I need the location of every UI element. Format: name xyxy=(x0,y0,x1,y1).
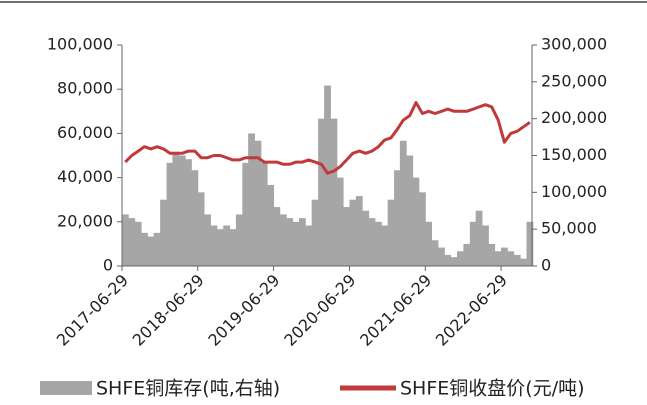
bar xyxy=(425,221,433,266)
bar xyxy=(500,247,508,266)
bar xyxy=(153,232,161,266)
bar xyxy=(444,254,452,266)
bar xyxy=(494,251,502,266)
bar xyxy=(438,247,445,266)
y-tick-label: 80,000 xyxy=(57,79,113,98)
bar xyxy=(242,162,250,266)
bar xyxy=(381,225,389,266)
bar xyxy=(475,210,483,266)
bar xyxy=(279,214,287,266)
bar xyxy=(318,118,325,267)
bar xyxy=(172,151,180,266)
bar xyxy=(254,140,262,266)
bar xyxy=(368,218,376,266)
bar xyxy=(526,221,534,266)
y-tick-label: 0 xyxy=(103,256,113,275)
y2-tick-label: 50,000 xyxy=(541,219,597,238)
bar xyxy=(406,155,414,266)
bar xyxy=(305,225,313,266)
bar xyxy=(141,232,148,266)
y-tick-label: 60,000 xyxy=(57,123,113,142)
bar xyxy=(235,214,243,266)
bar xyxy=(197,192,205,266)
x-tick-label: 2018-06-29 xyxy=(129,271,208,350)
bar xyxy=(286,218,294,266)
y-tick-label: 100,000 xyxy=(47,35,113,54)
bar xyxy=(355,196,363,266)
bar xyxy=(374,221,382,266)
x-tick-label: 2019-06-29 xyxy=(204,271,283,350)
bar xyxy=(482,225,489,266)
bar xyxy=(185,159,192,266)
bar xyxy=(520,258,527,266)
bar xyxy=(330,118,338,267)
bar xyxy=(128,218,136,266)
bar xyxy=(412,177,420,266)
bar xyxy=(166,162,174,266)
x-tick-label: 2020-06-29 xyxy=(280,271,359,350)
bar xyxy=(488,243,496,266)
bar xyxy=(362,210,370,266)
bar xyxy=(343,207,351,266)
bar xyxy=(267,184,275,266)
bar xyxy=(121,214,129,266)
legend-label: SHFE铜库存(吨,右轴) xyxy=(96,378,280,400)
bar xyxy=(223,225,231,266)
bar xyxy=(204,214,211,266)
bar xyxy=(336,177,344,266)
y2-tick-label: 300,000 xyxy=(541,35,607,54)
y-tick-label: 40,000 xyxy=(57,167,113,186)
bar xyxy=(507,251,515,266)
bar xyxy=(260,162,268,266)
bar xyxy=(229,229,237,266)
bar xyxy=(349,199,357,266)
y2-tick-label: 100,000 xyxy=(541,182,607,201)
y2-tick-label: 0 xyxy=(541,256,551,275)
bar xyxy=(292,221,300,266)
bar xyxy=(191,170,199,266)
bar xyxy=(216,229,224,266)
bar xyxy=(450,257,458,266)
bar xyxy=(456,251,464,266)
y-tick-label: 20,000 xyxy=(57,211,113,230)
price-line xyxy=(124,101,531,175)
bar xyxy=(469,221,477,266)
bar xyxy=(394,170,401,266)
bar xyxy=(210,225,218,266)
bar xyxy=(248,133,255,266)
bar xyxy=(147,236,155,266)
bar xyxy=(418,192,426,266)
bar xyxy=(463,243,471,266)
bar xyxy=(399,140,407,266)
bar xyxy=(513,254,521,266)
legend-label: SHFE铜收盘价(元/吨) xyxy=(400,378,585,400)
legend-swatch xyxy=(40,381,92,395)
x-tick-label: 2021-06-29 xyxy=(356,271,435,350)
bar xyxy=(311,199,319,266)
bar xyxy=(299,218,306,266)
bar xyxy=(431,240,439,266)
x-tick-label: 2022-06-29 xyxy=(432,271,511,350)
x-tick-label: 2017-06-29 xyxy=(53,271,132,350)
y2-tick-label: 150,000 xyxy=(541,145,607,164)
bar xyxy=(387,199,395,266)
bar xyxy=(273,207,281,266)
bar xyxy=(324,85,331,267)
bar xyxy=(134,221,142,266)
bar xyxy=(160,199,167,266)
y2-tick-label: 200,000 xyxy=(541,108,607,127)
y2-tick-label: 250,000 xyxy=(541,71,607,90)
bar xyxy=(178,155,186,266)
